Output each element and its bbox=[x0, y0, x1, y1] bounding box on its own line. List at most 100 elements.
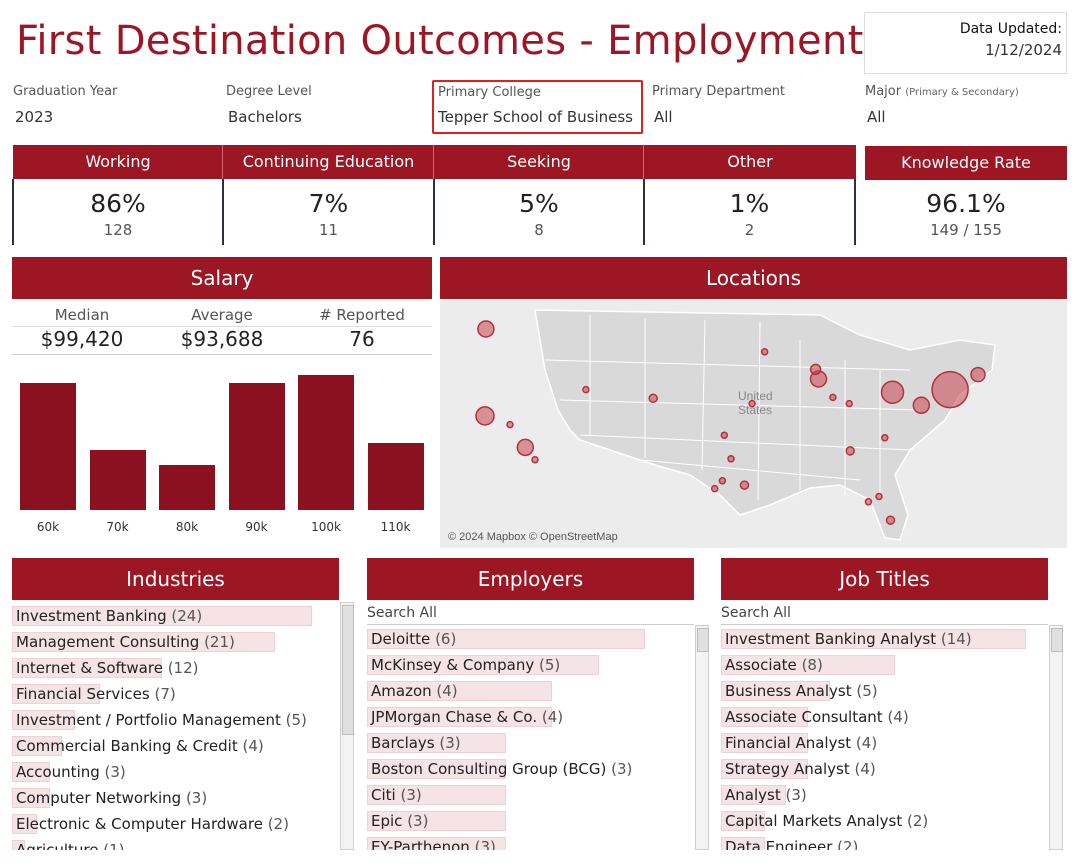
kpi-working: 86% 128 bbox=[90, 189, 146, 239]
divider bbox=[12, 354, 432, 355]
kpi-seeking-label: Seeking bbox=[507, 152, 571, 171]
map-location-point[interactable] bbox=[864, 498, 873, 506]
list-item[interactable]: Electronic & Computer Hardware (2) bbox=[12, 810, 337, 836]
list-item[interactable]: Amazon (4) bbox=[367, 677, 692, 703]
list-item-bar bbox=[721, 733, 809, 753]
list-item[interactable]: Commercial Banking & Credit (4) bbox=[12, 732, 337, 758]
map-location-point[interactable] bbox=[718, 477, 727, 485]
map-location-point[interactable] bbox=[748, 399, 756, 408]
salary-bar[interactable] bbox=[298, 375, 354, 510]
map-location-point[interactable] bbox=[829, 393, 837, 402]
list-item-label: Accounting (3) bbox=[16, 763, 126, 781]
map-location-point[interactable] bbox=[881, 434, 889, 442]
map-location-point[interactable] bbox=[739, 480, 750, 490]
list-item[interactable]: Accounting (3) bbox=[12, 758, 337, 784]
list-item[interactable]: Associate (8) bbox=[721, 651, 1046, 677]
list-item[interactable]: Internet & Software (12) bbox=[12, 654, 337, 680]
salary-reported: # Reported 76 bbox=[319, 306, 405, 351]
list-item[interactable]: McKinsey & Company (5) bbox=[367, 651, 692, 677]
map-location-point[interactable] bbox=[880, 380, 905, 404]
list-item[interactable]: Deloitte (6) bbox=[367, 625, 692, 651]
list-item[interactable]: Citi (3) bbox=[367, 781, 692, 807]
list-item[interactable]: Investment Banking Analyst (14) bbox=[721, 625, 1046, 651]
filter-primary-department[interactable]: Primary Department All bbox=[652, 84, 786, 126]
employers-scrollbar[interactable] bbox=[695, 625, 709, 850]
map-location-point[interactable] bbox=[506, 420, 514, 429]
list-item-bar bbox=[721, 759, 809, 779]
list-item[interactable]: Financial Services (7) bbox=[12, 680, 337, 706]
list-item[interactable]: Epic (3) bbox=[367, 807, 692, 833]
list-item[interactable]: EY-Parthenon (3) bbox=[367, 833, 692, 850]
list-item[interactable]: Data Engineer (2) bbox=[721, 833, 1046, 850]
list-item[interactable]: Associate Consultant (4) bbox=[721, 703, 1046, 729]
kpi-divider bbox=[433, 145, 434, 179]
list-item-label: Investment Banking Analyst (14) bbox=[725, 630, 972, 648]
map-points bbox=[475, 320, 986, 525]
map-location-point[interactable] bbox=[477, 320, 495, 338]
list-item-label: Computer Networking (3) bbox=[16, 789, 208, 807]
list-item[interactable]: Financial Analyst (4) bbox=[721, 729, 1046, 755]
map-location-point[interactable] bbox=[845, 399, 853, 408]
scroll-thumb[interactable] bbox=[697, 628, 709, 652]
list-item[interactable]: Capital Markets Analyst (2) bbox=[721, 807, 1046, 833]
list-item-bar bbox=[721, 785, 787, 805]
job-titles-scrollbar[interactable] bbox=[1049, 625, 1063, 850]
job-titles-list[interactable]: Investment Banking Analyst (14) Associate… bbox=[721, 625, 1046, 850]
map-location-point[interactable] bbox=[727, 455, 735, 463]
scroll-thumb[interactable] bbox=[342, 605, 354, 735]
employers-header: Employers bbox=[367, 558, 694, 600]
list-item[interactable]: Business Analyst (5) bbox=[721, 677, 1046, 703]
state-borders bbox=[544, 315, 921, 501]
map-location-point[interactable] bbox=[760, 348, 769, 356]
salary-bar[interactable] bbox=[89, 450, 146, 510]
salary-bar[interactable] bbox=[20, 382, 76, 510]
list-item[interactable]: Boston Consulting Group (BCG) (3) bbox=[367, 755, 692, 781]
map-location-point[interactable] bbox=[720, 431, 729, 439]
employers-search[interactable]: Search All bbox=[367, 602, 694, 625]
list-item[interactable]: JPMorgan Chase & Co. (4) bbox=[367, 703, 692, 729]
map-location-point[interactable] bbox=[970, 366, 986, 383]
map-country-label-2: States bbox=[738, 403, 772, 417]
map-location-point[interactable] bbox=[809, 363, 822, 376]
filter-graduation-year[interactable]: Graduation Year 2023 bbox=[13, 84, 118, 126]
updated-date: 1/12/2024 bbox=[985, 41, 1062, 59]
scroll-thumb[interactable] bbox=[1051, 628, 1063, 652]
filter-primary-college[interactable]: Primary College Tepper School of Busines… bbox=[432, 80, 643, 134]
map-location-point[interactable] bbox=[885, 515, 896, 525]
filter-degree-level[interactable]: Degree Level Bachelors bbox=[226, 84, 312, 126]
list-item[interactable]: Management Consulting (21) bbox=[12, 628, 337, 654]
list-item-label: Financial Analyst (4) bbox=[725, 734, 878, 752]
filter-major[interactable]: Major (Primary & Secondary) All bbox=[865, 84, 1019, 126]
employers-list[interactable]: Deloitte (6) McKinsey & Company (5) Amazon… bbox=[367, 625, 692, 850]
industries-list[interactable]: Investment Banking (24) Management Consul… bbox=[12, 602, 337, 850]
locations-map[interactable]: United States © 2024 Mapbox © OpenStreet… bbox=[440, 300, 1067, 548]
list-item[interactable]: Investment Banking (24) bbox=[12, 602, 337, 628]
list-item[interactable]: Agriculture (1) bbox=[12, 836, 337, 850]
list-item[interactable]: Analyst (3) bbox=[721, 781, 1046, 807]
us-map: United States bbox=[440, 300, 1067, 548]
industries-scrollbar[interactable] bbox=[340, 602, 354, 850]
list-item[interactable]: Computer Networking (3) bbox=[12, 784, 337, 810]
list-item-bar bbox=[12, 606, 312, 626]
map-location-point[interactable] bbox=[912, 396, 931, 415]
kpi-other: 1% 2 bbox=[729, 189, 770, 239]
map-location-point[interactable] bbox=[710, 484, 719, 493]
map-location-point[interactable] bbox=[875, 492, 883, 501]
map-location-point[interactable] bbox=[845, 446, 855, 456]
salary-bar[interactable] bbox=[228, 382, 285, 510]
map-location-point[interactable] bbox=[516, 438, 535, 457]
list-item-bar bbox=[721, 681, 830, 701]
data-updated-box: Data Updated: 1/12/2024 bbox=[864, 12, 1067, 74]
salary-bar[interactable] bbox=[367, 442, 424, 510]
map-location-point[interactable] bbox=[582, 385, 590, 394]
job-titles-search[interactable]: Search All bbox=[721, 602, 1048, 625]
map-location-point[interactable] bbox=[931, 370, 969, 409]
list-item[interactable]: Investment / Portfolio Management (5) bbox=[12, 706, 337, 732]
map-location-point[interactable] bbox=[648, 393, 658, 404]
map-location-point[interactable] bbox=[475, 406, 495, 426]
job-titles-header: Job Titles bbox=[721, 558, 1048, 600]
map-location-point[interactable] bbox=[531, 455, 539, 464]
list-item[interactable]: Strategy Analyst (4) bbox=[721, 755, 1046, 781]
salary-bar[interactable] bbox=[159, 465, 215, 510]
list-item[interactable]: Barclays (3) bbox=[367, 729, 692, 755]
